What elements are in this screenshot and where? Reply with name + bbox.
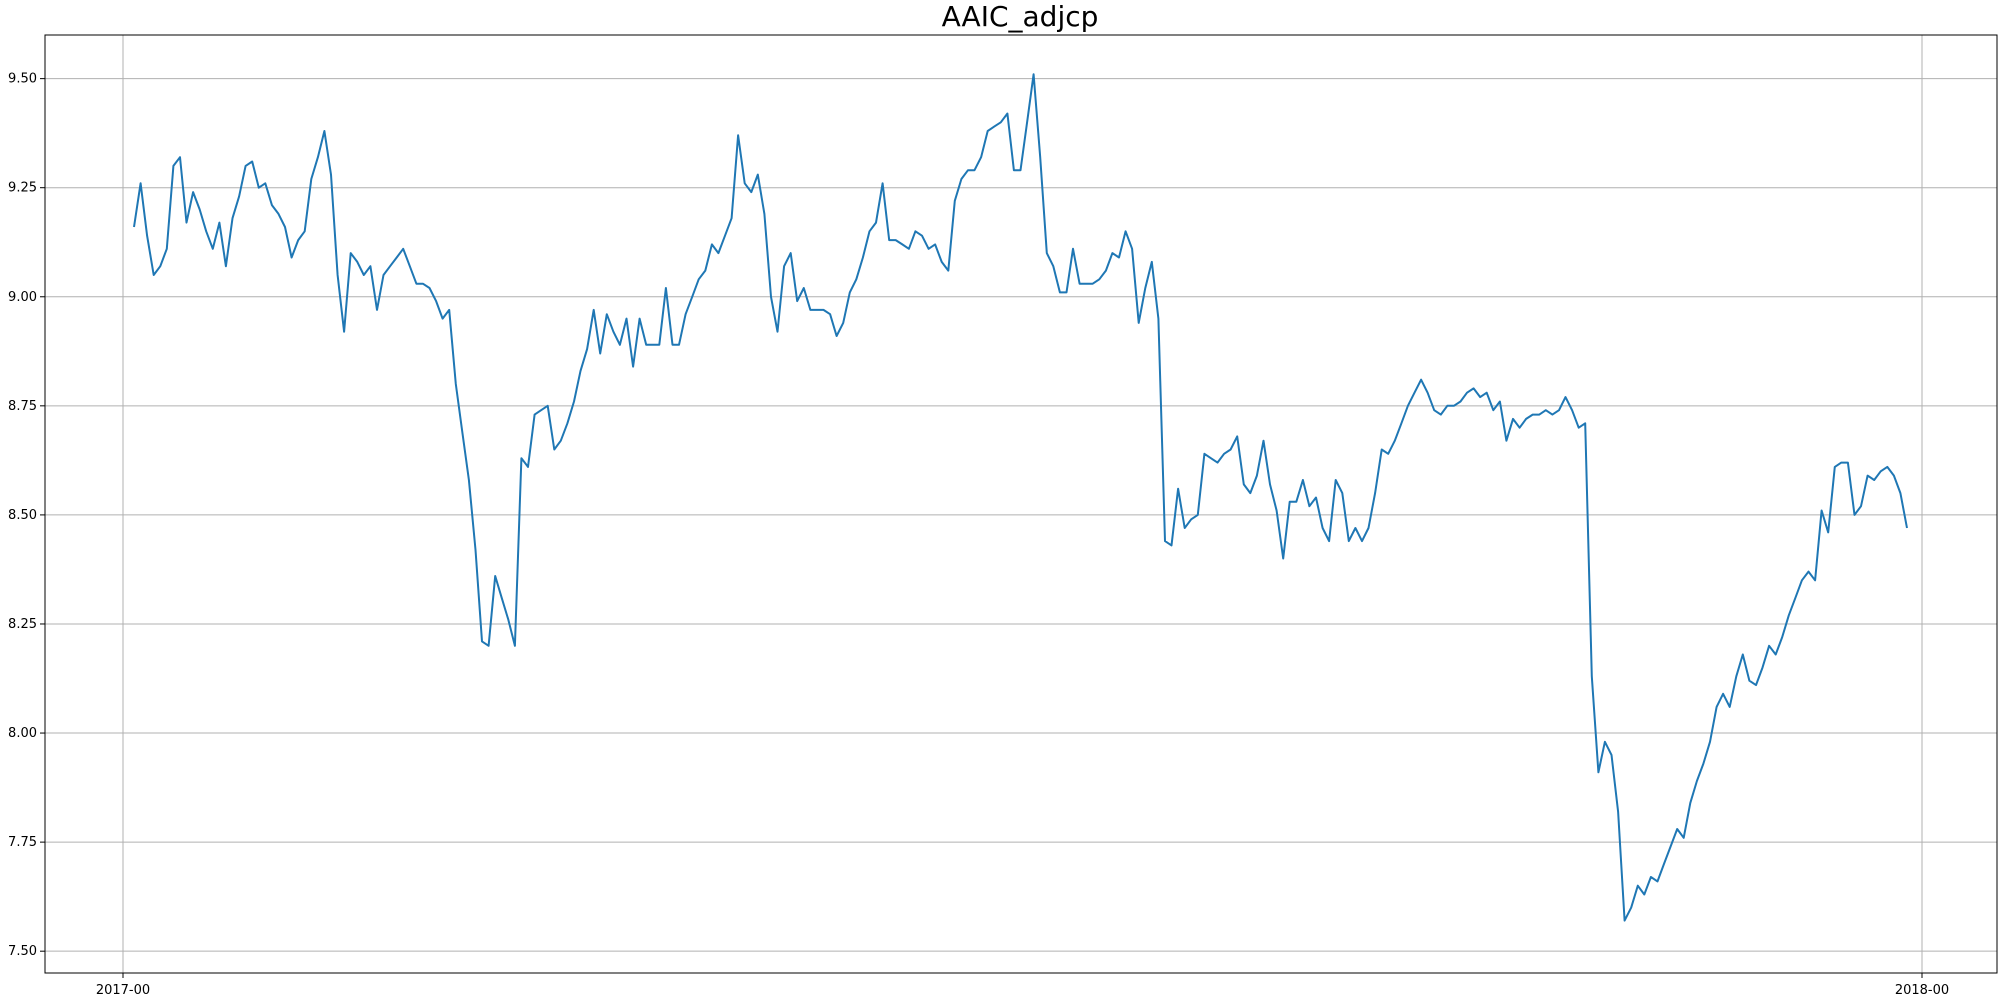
y-tick-label: 8.50 — [8, 508, 37, 523]
plot-frame — [44, 34, 1998, 974]
y-tick-label: 7.50 — [8, 944, 37, 959]
grid-layer — [45, 35, 1997, 973]
y-tick-label: 9.50 — [8, 72, 37, 87]
axis-layer: 7.50 7.75 8.00 8.25 8.50 8.75 9.00 9.25 9.50 2017… — [8, 72, 1949, 998]
y-tick-label: 8.25 — [8, 617, 37, 632]
x-tick-label: 2017-00 — [96, 983, 150, 998]
y-tick-label: 9.00 — [8, 290, 37, 305]
y-tick-label: 8.00 — [8, 726, 37, 741]
series-line — [133, 73, 1908, 922]
y-tick-label: 7.75 — [8, 835, 37, 850]
y-tick-label: 9.25 — [8, 181, 37, 196]
chart-title: AAIC_adjcp — [941, 0, 1099, 33]
line-layer — [133, 73, 1908, 922]
x-tick-label: 2018-00 — [1895, 983, 1949, 998]
y-tick-label: 8.75 — [8, 399, 37, 414]
